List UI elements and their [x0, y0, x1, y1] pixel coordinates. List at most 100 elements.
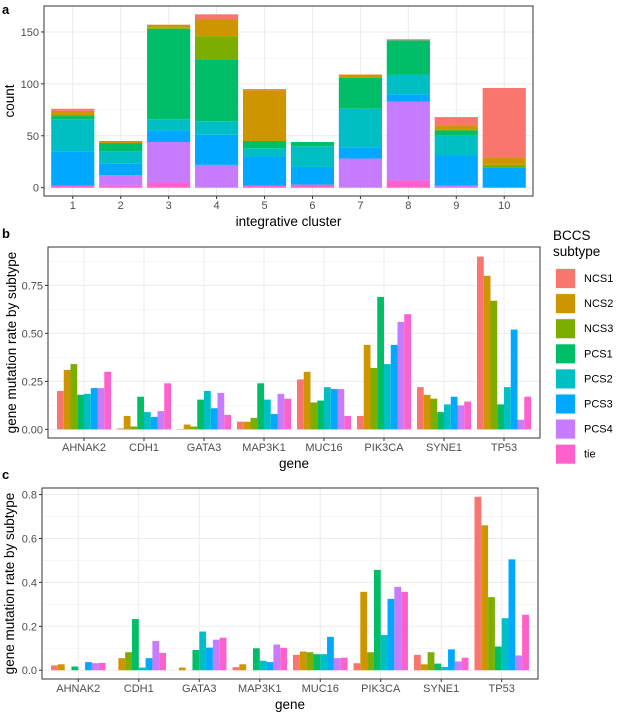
bar-pcs4 — [97, 388, 105, 430]
bar-segment-pcs2 — [147, 119, 191, 131]
legend-title: BCCS — [553, 228, 591, 243]
bar-tie — [524, 396, 531, 430]
bar-segment-pcs4 — [99, 175, 143, 186]
x-tick-label: MAP3K1 — [238, 683, 281, 695]
plot-background — [42, 488, 538, 679]
bar-pcs4 — [277, 393, 285, 430]
legend-swatch-ncs3 — [556, 319, 575, 339]
bar-tie — [464, 401, 471, 430]
bar-segment-pcs1 — [290, 142, 335, 147]
bar-tie — [522, 614, 529, 671]
legend-swatch-pcs3 — [556, 394, 575, 414]
bar-pcs3 — [510, 329, 518, 430]
bar-ncs1 — [474, 496, 482, 671]
bar-ncs3 — [125, 652, 132, 671]
bar-segment-tie — [147, 182, 191, 188]
bar-ncs2 — [363, 344, 371, 430]
bar-pcs1 — [437, 412, 444, 430]
legend-label: NCS3 — [584, 323, 613, 335]
bar-ncs2 — [178, 667, 186, 671]
bar-ncs2 — [481, 525, 489, 671]
bar-ncs3 — [490, 300, 498, 430]
panel-label: b — [2, 226, 10, 241]
y-tick-label: 0.4 — [22, 577, 37, 589]
bar-pcs2 — [380, 635, 388, 671]
bar-pcs4 — [457, 405, 465, 430]
bar-ncs2 — [118, 658, 126, 671]
bar-ncs2 — [360, 591, 368, 671]
bar-pcs2 — [504, 387, 511, 430]
bar-segment-pcs3 — [290, 166, 335, 185]
x-tick-label: MUC16 — [305, 442, 342, 454]
panel-c: 0.0 0.2 0.4 0.6 0.8 AHNAK2 CDH1 GATA3 MAP3K1 MUC1… — [2, 467, 539, 712]
bar-tie — [401, 591, 408, 671]
legend-swatch-pcs4 — [556, 419, 575, 439]
legend-swatch-tie — [556, 444, 575, 464]
x-tick-label: PIK3CA — [361, 683, 401, 695]
legend-swatch-ncs2 — [556, 294, 575, 314]
bar-ncs3 — [430, 398, 438, 430]
bar-ncs3 — [367, 652, 374, 671]
x-tick-label: PIK3CA — [364, 442, 404, 454]
bar-pcs3 — [266, 662, 274, 671]
bar-segment-tie — [242, 185, 287, 188]
bar-pcs4 — [217, 392, 225, 430]
bar-pcs2 — [144, 412, 151, 430]
plot-border — [43, 5, 534, 197]
y-tick-label: 0 — [33, 183, 39, 195]
bar-tie — [104, 371, 111, 430]
bar-segment-ncs1 — [482, 88, 526, 158]
bar-ncs2 — [423, 394, 431, 430]
x-tick-label: SYNE1 — [426, 442, 462, 454]
x-tick-label: 7 — [357, 200, 363, 212]
legend-label: PCS4 — [584, 424, 613, 436]
x-tick-label: 3 — [166, 200, 172, 212]
bar-pcs2 — [138, 667, 146, 671]
bar-segment-tie — [290, 184, 335, 188]
legend-swatch-ncs1 — [556, 269, 575, 288]
x-axis-label: gene — [279, 456, 309, 471]
bar-segment-pcs3 — [338, 147, 382, 159]
bar-ncs2 — [63, 369, 71, 430]
bar-ncs1 — [417, 387, 424, 430]
bar-segment-ncs2 — [195, 19, 239, 37]
legend-label: PCS3 — [584, 399, 613, 411]
legend-label: PCS2 — [584, 373, 613, 385]
bar-segment-ncs2 — [338, 74, 382, 78]
bar-pcs2 — [84, 393, 91, 430]
bar-segment-pcs3 — [195, 134, 239, 165]
bar-ncs2 — [303, 371, 311, 430]
bar-pcs3 — [390, 344, 398, 430]
bar-pcs4 — [152, 641, 160, 671]
bar-pcs4 — [515, 655, 523, 671]
bar-ncs2 — [243, 421, 251, 430]
bar-pcs4 — [91, 663, 99, 671]
plot-border — [41, 487, 539, 680]
bar-segment-ncs1 — [51, 108, 95, 111]
x-tick-label: 10 — [498, 200, 510, 212]
bar-pcs3 — [150, 416, 158, 430]
bar-tie — [224, 414, 231, 430]
bar-pcs2 — [324, 387, 331, 430]
bar-segment-pcs1 — [195, 59, 239, 122]
bar-ncs2 — [299, 651, 307, 671]
bar-segment-ncs2 — [147, 24, 191, 28]
bar-ncs3 — [250, 417, 258, 430]
panel-b: 0.00 0.25 0.50 0.75 AHNAK2 CDH1 GATA3 MAP3K1 MUC… — [2, 226, 541, 471]
bar-segment-tie — [51, 185, 95, 188]
bar-ncs3 — [70, 364, 78, 430]
bar-segment-pcs3 — [99, 163, 143, 176]
bar-pcs2 — [199, 631, 207, 671]
bar-pcs1 — [313, 654, 321, 671]
x-tick-label: AHNAK2 — [56, 683, 100, 695]
x-tick-label: SYNE1 — [423, 683, 459, 695]
bar-pcs2 — [204, 390, 211, 430]
bar-segment-pcs2 — [51, 119, 95, 152]
bar-pcs1 — [434, 663, 442, 671]
bar-pcs1 — [192, 650, 200, 671]
x-axis-label: integrative cluster — [236, 214, 342, 229]
bar-pcs2 — [264, 399, 271, 430]
bar-pcs1 — [257, 383, 264, 430]
bar-ncs1 — [237, 421, 244, 430]
